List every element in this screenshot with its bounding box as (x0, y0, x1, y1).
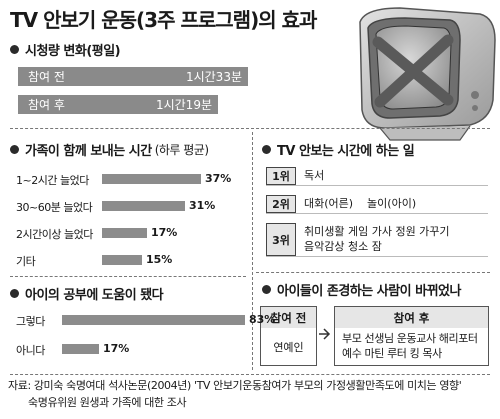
respect-after-label: 참여 후 (335, 307, 488, 328)
bullet-icon (10, 145, 19, 154)
bar-value-label: 31% (189, 199, 216, 212)
bar (102, 201, 185, 211)
bullet-icon (10, 289, 19, 298)
section-family-subtitle: (하루 평균) (154, 143, 209, 157)
respect-after-values: 부모 선생님 운동교사 해리포터 예수 마틴 루터 킹 목사 (335, 328, 488, 362)
section-activities-heading: TV 안보는 시간에 하는 일 (262, 140, 415, 159)
bar-value-label: 83% (249, 313, 276, 326)
section-family-heading: 가족이 함께 보내는 시간 (하루 평균) (10, 140, 209, 159)
bar (62, 344, 99, 354)
respect-before-box: 참여 전 연예인 (260, 306, 317, 366)
section-viewing-title: 시청량 변화(평일) (25, 44, 121, 59)
respect-before-value: 연예인 (273, 340, 304, 354)
respect-after-line: 부모 선생님 운동교사 해리포터 (342, 332, 478, 345)
section-respect-title: 아이들이 존경하는 사람이 바뀌었나 (277, 284, 461, 299)
viewing-after-bar: 참여 후 1시간19분 (18, 95, 218, 114)
rank-text: 대화(어른) 놀이(아이) (304, 196, 417, 210)
bullet-icon (10, 45, 19, 54)
source-line: 숙명유위원 원생과 가족에 대한 조사 (28, 395, 187, 409)
source-line: 자료: 강미숙 숙명여대 석사논문(2004년) 'TV 안보기운동참여가 부모… (8, 379, 462, 392)
bar (62, 315, 245, 325)
divider (10, 374, 490, 375)
arrow-right-icon (319, 328, 331, 340)
viewing-after-label: 참여 후 (28, 98, 65, 112)
bullet-icon (262, 145, 271, 154)
bar-value-label: 17% (151, 226, 178, 239)
bar-category-label: 30~60분 늘었다 (16, 201, 93, 214)
bar-value-label: 15% (146, 253, 173, 266)
bullet-icon (262, 285, 271, 294)
rank-text: 취미생활 게임 가사 정원 가꾸기 음악감상 청소 잠 (296, 223, 488, 256)
section-study-heading: 아이의 공부에 도움이 됐다 (10, 284, 164, 303)
bar-value-label: 37% (205, 172, 232, 185)
respect-before-label: 참여 전 (261, 307, 316, 328)
divider (252, 132, 253, 370)
rank-text-line: 음악감상 청소 잠 (304, 239, 382, 253)
rank-text-line: 취미생활 게임 가사 정원 가꾸기 (304, 224, 450, 238)
section-study-title: 아이의 공부에 도움이 됐다 (25, 288, 164, 303)
bar-category-label: 2시간이상 늘었다 (16, 228, 93, 241)
rank-number: 3위 (266, 223, 296, 256)
activity-rank-3: 3위 취미생활 게임 가사 정원 가꾸기 음악감상 청소 잠 (266, 223, 488, 257)
viewing-before-label: 참여 전 (28, 70, 65, 84)
divider (256, 272, 490, 273)
page-title: TV 안보기 운동(3주 프로그램)의 효과 (10, 8, 317, 32)
bar (102, 255, 142, 265)
bar-category-label: 1~2시간 늘었다 (16, 174, 89, 187)
viewing-before-bar: 참여 전 1시간33분 (18, 67, 248, 86)
respect-after-line: 예수 마틴 루터 킹 목사 (342, 347, 442, 361)
rank-text: 독서 (304, 168, 325, 182)
bar (102, 174, 201, 184)
divider (10, 276, 246, 277)
bar (102, 228, 147, 238)
respect-after-box: 참여 후 부모 선생님 운동교사 해리포터 예수 마틴 루터 킹 목사 (334, 306, 489, 366)
section-viewing-heading: 시청량 변화(평일) (10, 40, 121, 59)
section-family-title: 가족이 함께 보내는 시간 (25, 144, 152, 159)
bar-category-label: 기타 (16, 255, 36, 268)
section-activities-title: TV 안보는 시간에 하는 일 (277, 144, 415, 159)
viewing-before-value: 1시간33분 (185, 70, 242, 84)
viewing-after-value: 1시간19분 (155, 98, 212, 112)
bar-category-label: 아니다 (16, 344, 45, 357)
section-respect-heading: 아이들이 존경하는 사람이 바뀌었나 (262, 280, 461, 299)
source-note: 자료: 강미숙 숙명여대 석사논문(2004년) 'TV 안보기운동참여가 부모… (8, 378, 462, 411)
bar-value-label: 17% (103, 342, 130, 355)
bar-category-label: 그렇다 (16, 315, 45, 328)
tv-illustration (359, 7, 496, 141)
activity-rank-2: 2위 대화(어른) 놀이(아이) (266, 195, 488, 214)
divider (10, 128, 490, 129)
activity-rank-1: 1위 독서 (266, 167, 488, 186)
rank-number: 1위 (266, 167, 296, 185)
rank-number: 2위 (266, 195, 296, 213)
